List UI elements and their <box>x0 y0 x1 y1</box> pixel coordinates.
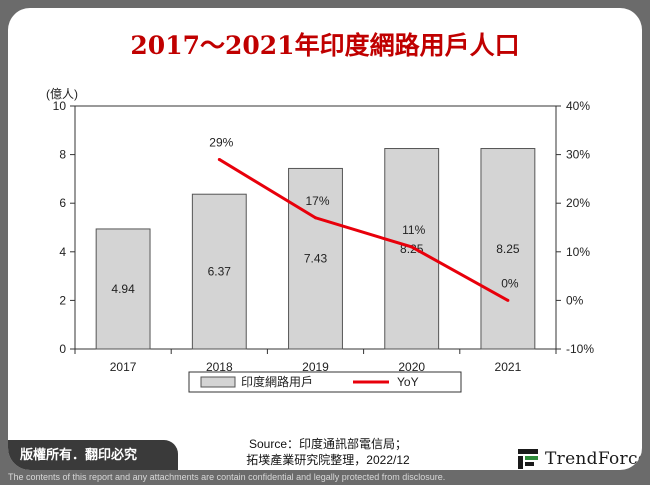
yoy-data-label: 17% <box>305 194 329 208</box>
source-note: Source：印度通訊部電信局； 拓墣產業研究院整理，2022/12 <box>203 436 453 468</box>
x-tick-label: 2018 <box>206 360 233 374</box>
y-right-tick-label: 20% <box>566 196 590 210</box>
bar <box>191 193 247 350</box>
bar-data-label: 4.94 <box>111 282 135 296</box>
source-line-1: Source：印度通訊部電信局； <box>248 437 408 451</box>
y-left-axis-label: (億人) <box>46 87 78 101</box>
y-left-tick-label: 4 <box>59 245 66 259</box>
brand-name: TrendForce <box>545 449 642 469</box>
y-right-tick-label: -10% <box>566 342 594 356</box>
bar <box>480 148 536 350</box>
yoy-point <box>314 216 317 220</box>
legend-box <box>188 371 462 393</box>
bar <box>288 167 343 350</box>
x-tick-label: 2019 <box>302 360 329 374</box>
chart-area: 0 2 4 6 8 10(億人) -10% 0% 10% 20% 30% 40% 2017 2018 201… <box>46 87 594 393</box>
x-tick-label: 2021 <box>495 360 522 374</box>
y-right-tick-label: 40% <box>566 99 590 113</box>
y-right-tick-label: 30% <box>566 148 590 162</box>
yoy-line <box>218 158 509 302</box>
legend-bar-label: 印度網路用戶 <box>241 374 313 389</box>
yoy-data-label: 29% <box>209 135 233 149</box>
yoy-point <box>217 157 221 161</box>
y-left-tick-label: 0 <box>59 342 66 356</box>
disclaimer-text: The contents of this report and any atta… <box>8 472 446 482</box>
trendforce-logo-icon <box>518 449 538 469</box>
yoy-data-label: 11% <box>402 223 425 237</box>
y-left-tick-label: 6 <box>59 196 66 210</box>
y-right-tick-label: 10% <box>566 245 590 259</box>
chart-title: 2017～2021年印度網路用戶人口 <box>130 31 520 60</box>
bar-data-label: 6.37 <box>208 265 232 279</box>
yoy-data-label: 0% <box>501 276 519 290</box>
legend-bar-swatch <box>200 376 236 388</box>
bar <box>384 148 440 350</box>
y-left-tick-label: 8 <box>59 148 66 162</box>
copyright-banner: 版權所有．翻印必究 <box>8 440 178 470</box>
x-tick-label: 2020 <box>398 360 425 374</box>
yoy-point <box>506 298 510 302</box>
bar-data-label: 8.25 <box>496 242 520 256</box>
legend-line-label: YoY <box>397 375 419 389</box>
y-left-tick-label: 2 <box>59 293 66 307</box>
source-line-2: 拓墣產業研究院整理，2022/12 <box>246 453 410 467</box>
slide-card: 2017～2021年印度網路用戶人口 0 2 4 6 8 10 (億人) -10% 0% 10% 2… <box>8 8 642 470</box>
y-right-tick-label: 0% <box>566 293 584 307</box>
bar <box>95 228 151 350</box>
x-tick-label: 2017 <box>110 360 137 374</box>
brand-logo: TrendForce <box>516 446 642 470</box>
yoy-point <box>410 245 414 249</box>
y-left-tick-label: 10 <box>53 99 67 113</box>
bar-data-label: 7.43 <box>304 252 328 266</box>
chart-svg: 0 2 4 6 8 10(億人) -10% 0% 10% 20% 30% 40% 2017 2018 201… <box>46 87 594 393</box>
